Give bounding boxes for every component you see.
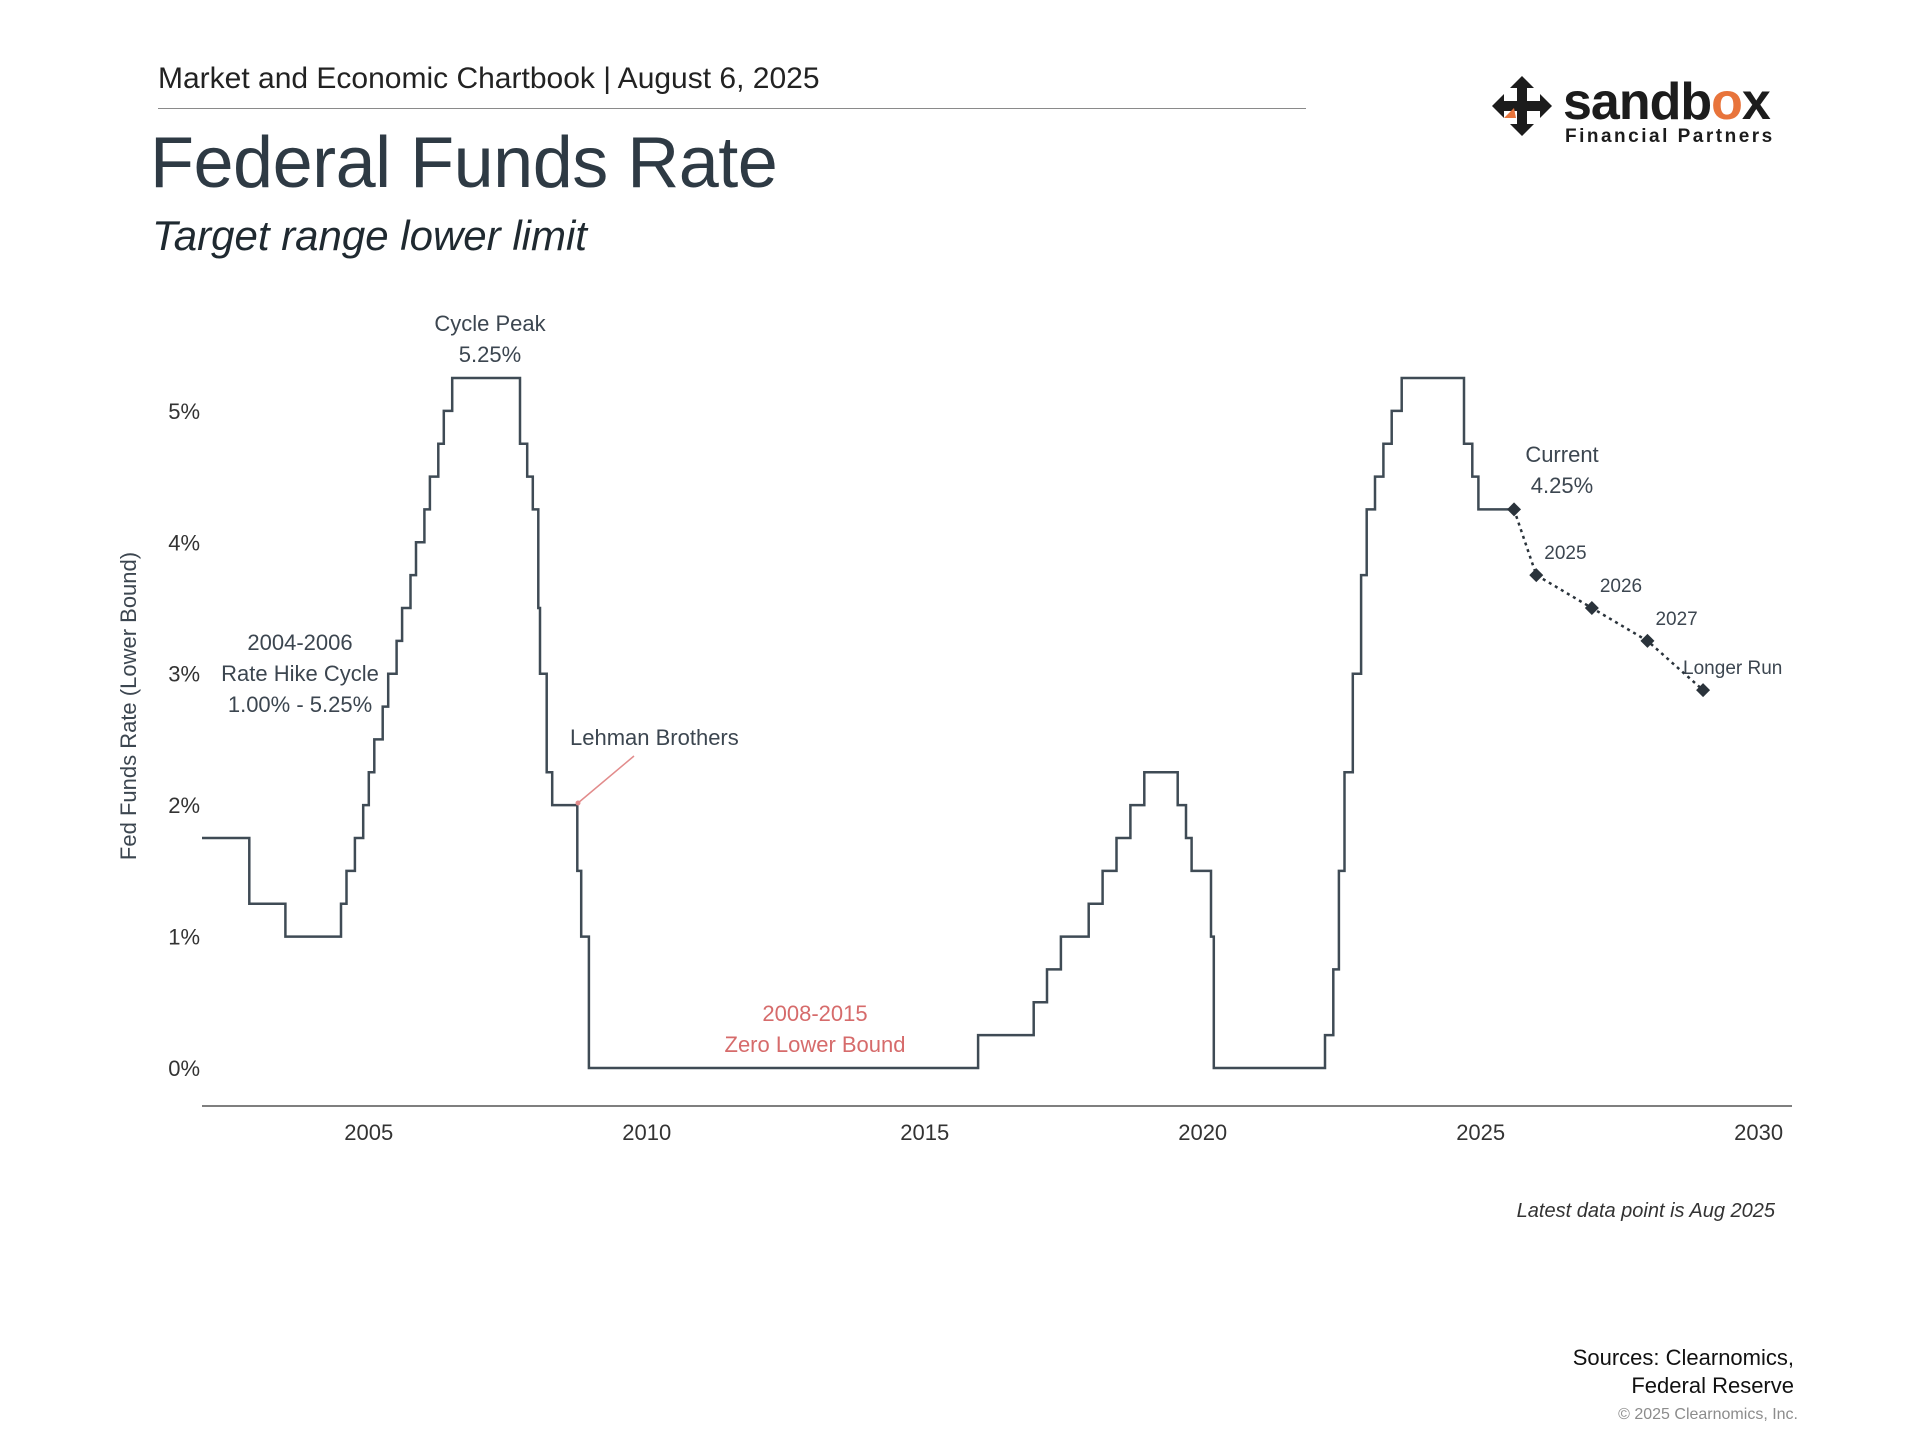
y-tick-label: 4% xyxy=(168,530,200,555)
logo-tagline: Financial Partners xyxy=(1565,126,1775,147)
arrows-cross-icon xyxy=(1492,76,1552,136)
projection-marker xyxy=(1584,601,1599,615)
y-tick-label: 2% xyxy=(168,793,200,818)
y-axis-label: Fed Funds Rate (Lower Bound) xyxy=(116,552,141,860)
projection-marker xyxy=(1696,683,1711,698)
hike-cycle-range: 1.00% - 5.25% xyxy=(228,692,372,717)
projection-label: 2026 xyxy=(1600,576,1642,597)
page-title: Federal Funds Rate xyxy=(150,123,778,203)
x-tick-label: 2005 xyxy=(344,1120,393,1145)
y-tick-label: 0% xyxy=(168,1056,200,1081)
x-tick-label: 2015 xyxy=(900,1120,949,1145)
projection-marker xyxy=(1640,633,1655,648)
sources-note: Sources: Clearnomics, Federal Reserve xyxy=(1573,1344,1794,1400)
projection-label: 2027 xyxy=(1655,609,1697,630)
y-tick-label: 1% xyxy=(168,925,200,950)
zlb-label: Zero Lower Bound xyxy=(725,1032,906,1057)
sources-line-2: Federal Reserve xyxy=(1631,1373,1794,1398)
page-subtitle: Target range lower limit xyxy=(152,212,587,259)
projection-marker xyxy=(1507,502,1522,517)
zlb-years: 2008-2015 xyxy=(762,1001,867,1026)
x-tick-label: 2030 xyxy=(1734,1120,1783,1145)
sandbox-logo: sandbox Financial Partners xyxy=(1490,72,1790,152)
cycle-peak-label: Cycle Peak xyxy=(434,311,546,336)
chartbook-header: Market and Economic Chartbook | August 6… xyxy=(158,62,820,95)
projection-label: Longer Run xyxy=(1683,658,1782,679)
hike-cycle-years: 2004-2006 xyxy=(247,630,352,655)
x-tick-label: 2020 xyxy=(1178,1120,1227,1145)
header-divider xyxy=(158,108,1306,109)
current-value: 4.25% xyxy=(1531,473,1593,498)
projection-marker xyxy=(1529,568,1544,583)
latest-data-footnote: Latest data point is Aug 2025 xyxy=(1516,1200,1775,1222)
lehman-pointer-dot xyxy=(575,800,581,806)
cycle-peak-value: 5.25% xyxy=(459,342,521,367)
logo-wordmark: sandbox xyxy=(1563,73,1771,131)
x-tick-label: 2025 xyxy=(1456,1120,1505,1145)
copyright: © 2025 Clearnomics, Inc. xyxy=(1618,1406,1798,1423)
y-tick-label: 3% xyxy=(168,662,200,687)
y-tick-label: 5% xyxy=(168,399,200,424)
x-tick-label: 2010 xyxy=(622,1120,671,1145)
lehman-label: Lehman Brothers xyxy=(570,725,739,750)
projection-label: 2025 xyxy=(1544,543,1586,564)
fed-funds-rate-line xyxy=(202,376,1514,1070)
sources-line-1: Sources: Clearnomics, xyxy=(1572,1345,1794,1370)
projection-line xyxy=(1512,508,1704,692)
current-label: Current xyxy=(1525,442,1598,467)
lehman-pointer xyxy=(577,755,635,804)
hike-cycle-label: Rate Hike Cycle xyxy=(221,661,379,686)
